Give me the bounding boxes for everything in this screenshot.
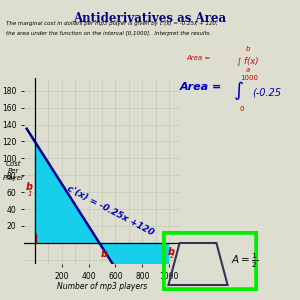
Text: b: b: [246, 46, 250, 52]
Text: the area under the function on the interval [0,1000].  Interpret the results.: the area under the function on the inter…: [6, 31, 211, 35]
Text: 1000: 1000: [240, 74, 258, 80]
Text: b: b: [101, 249, 108, 259]
Text: a: a: [246, 67, 250, 73]
Text: The marginal cost in dollars per mp3 player is given by c'(x) = -0.25x + 120;: The marginal cost in dollars per mp3 pla…: [6, 22, 218, 26]
Text: (-0.25: (-0.25: [252, 88, 281, 98]
Polygon shape: [35, 141, 169, 300]
Text: ∫: ∫: [234, 81, 244, 100]
Text: 1: 1: [28, 190, 32, 196]
Text: c'(x) = -0.25x +120: c'(x) = -0.25x +120: [65, 184, 155, 237]
Text: $A = \frac{1}{2}$: $A = \frac{1}{2}$: [231, 252, 258, 270]
Text: b: b: [26, 182, 33, 192]
Text: Antiderivatives as Area: Antiderivatives as Area: [74, 12, 226, 25]
Text: Area =: Area =: [180, 82, 222, 92]
Text: Cost
Per
Player: Cost Per Player: [3, 161, 25, 181]
Text: b: b: [168, 247, 175, 257]
Text: ∫ f(x): ∫ f(x): [237, 56, 259, 65]
Text: Area =: Area =: [186, 55, 210, 61]
X-axis label: Number of mp3 players: Number of mp3 players: [57, 282, 147, 291]
Text: 0: 0: [240, 106, 244, 112]
Text: 2: 2: [170, 253, 175, 259]
